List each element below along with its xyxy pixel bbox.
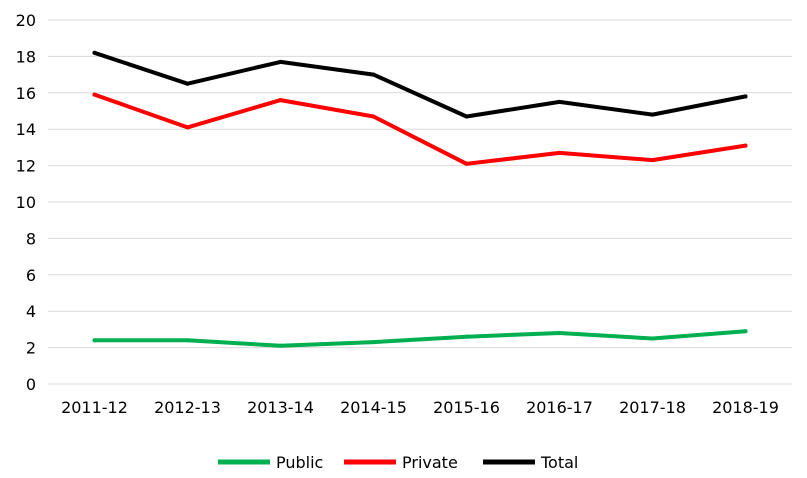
legend-label-total: Total [540, 453, 578, 472]
data-point-total [650, 112, 655, 117]
x-tick-label: 2013-14 [247, 398, 314, 417]
y-tick-label: 6 [26, 266, 36, 285]
x-tick-label: 2016-17 [526, 398, 593, 417]
data-point-public [557, 331, 562, 336]
y-tick-label: 18 [16, 47, 36, 66]
series-line-public [92, 329, 748, 348]
y-tick-label: 4 [26, 302, 36, 321]
x-tick-label: 2017-18 [619, 398, 686, 417]
data-point-private [371, 114, 376, 119]
x-axis-ticks: 2011-12 2012-13 2013-14 2014-15 2015-16 2016-… [61, 398, 779, 417]
data-point-private [464, 161, 469, 166]
legend: Public Private Total [218, 453, 578, 472]
data-point-public [650, 336, 655, 341]
legend-label-public: Public [276, 453, 323, 472]
y-tick-label: 14 [16, 120, 36, 139]
y-tick-label: 20 [16, 11, 36, 30]
y-tick-label: 2 [26, 339, 36, 358]
data-point-total [278, 59, 283, 64]
data-point-total [743, 94, 748, 99]
data-point-private [557, 150, 562, 155]
data-point-total [557, 99, 562, 104]
x-tick-label: 2011-12 [61, 398, 128, 417]
y-tick-label: 8 [26, 229, 36, 248]
data-point-public [185, 338, 190, 343]
y-axis-ticks: 0 2 4 6 8 10 12 14 16 18 20 [16, 11, 36, 394]
series-line-private [92, 92, 748, 166]
data-point-private [650, 158, 655, 163]
y-tick-label: 12 [16, 157, 36, 176]
series-lines [92, 50, 748, 348]
data-point-public [278, 343, 283, 348]
data-point-total [92, 50, 97, 55]
x-tick-label: 2012-13 [154, 398, 221, 417]
data-point-total [464, 114, 469, 119]
y-tick-label: 16 [16, 84, 36, 103]
x-tick-label: 2018-19 [712, 398, 779, 417]
data-point-private [278, 98, 283, 103]
x-tick-label: 2015-16 [433, 398, 500, 417]
data-point-public [743, 329, 748, 334]
y-tick-label: 10 [16, 193, 36, 212]
data-point-private [92, 92, 97, 97]
data-point-total [371, 72, 376, 77]
data-point-total [185, 81, 190, 86]
data-point-public [92, 338, 97, 343]
data-point-public [371, 340, 376, 345]
x-tick-label: 2014-15 [340, 398, 407, 417]
data-point-private [743, 143, 748, 148]
gridlines [48, 19, 792, 385]
data-point-private [185, 125, 190, 130]
y-tick-label: 0 [26, 375, 36, 394]
legend-label-private: Private [402, 453, 458, 472]
data-point-public [464, 334, 469, 339]
series-line-total [92, 50, 748, 119]
